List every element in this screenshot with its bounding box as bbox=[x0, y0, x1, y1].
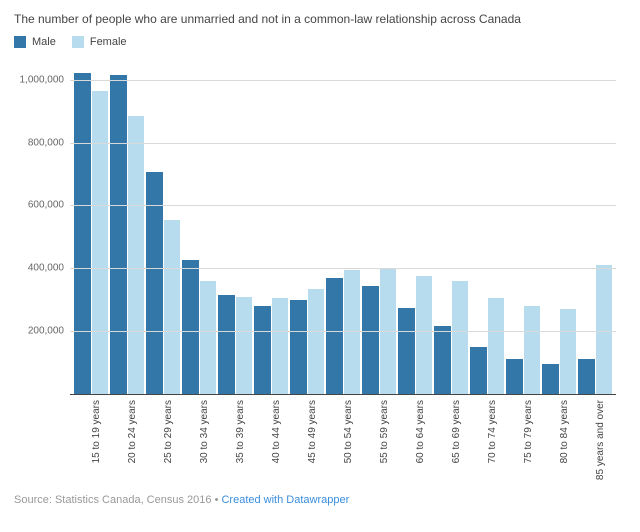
x-label-cell: 35 to 39 years bbox=[218, 400, 252, 490]
bar bbox=[470, 347, 486, 394]
bar bbox=[326, 278, 342, 394]
y-axis-label: 600,000 bbox=[14, 200, 64, 211]
legend-label-male: Male bbox=[32, 36, 56, 48]
swatch-male bbox=[14, 36, 26, 48]
bar-group bbox=[578, 64, 612, 394]
bar-group bbox=[470, 64, 504, 394]
gridline bbox=[70, 331, 616, 332]
x-axis-label: 55 to 59 years bbox=[379, 400, 390, 463]
bar bbox=[596, 265, 612, 394]
bar bbox=[164, 220, 180, 394]
datawrapper-link[interactable]: Created with Datawrapper bbox=[221, 494, 349, 506]
bar-group bbox=[218, 64, 252, 394]
gridline bbox=[70, 80, 616, 81]
x-axis-label: 70 to 74 years bbox=[487, 400, 498, 463]
x-axis-label: 65 to 69 years bbox=[451, 400, 462, 463]
bar bbox=[92, 91, 108, 394]
x-axis-label: 85 years and over bbox=[595, 400, 606, 480]
chart-title: The number of people who are unmarried a… bbox=[14, 12, 626, 26]
bar bbox=[272, 298, 288, 394]
bar bbox=[398, 308, 414, 394]
bar-group bbox=[146, 64, 180, 394]
x-axis-label: 15 to 19 years bbox=[91, 400, 102, 463]
bar bbox=[434, 326, 450, 394]
bar-group bbox=[326, 64, 360, 394]
bars-container bbox=[70, 64, 616, 394]
bar bbox=[488, 298, 504, 394]
bar bbox=[182, 260, 198, 394]
bar bbox=[362, 286, 378, 394]
legend-item-female: Female bbox=[72, 36, 127, 48]
gridline bbox=[70, 394, 616, 395]
x-label-cell: 60 to 64 years bbox=[398, 400, 432, 490]
x-axis-label: 35 to 39 years bbox=[235, 400, 246, 463]
x-label-cell: 65 to 69 years bbox=[434, 400, 468, 490]
bar bbox=[524, 306, 540, 394]
x-label-cell: 55 to 59 years bbox=[362, 400, 396, 490]
bar-group bbox=[434, 64, 468, 394]
y-axis-label: 800,000 bbox=[14, 137, 64, 148]
y-axis-label: 1,000,000 bbox=[14, 74, 64, 85]
bar-group bbox=[542, 64, 576, 394]
x-label-cell: 75 to 79 years bbox=[506, 400, 540, 490]
x-axis-label: 25 to 29 years bbox=[163, 400, 174, 463]
swatch-female bbox=[72, 36, 84, 48]
x-axis-label: 80 to 84 years bbox=[559, 400, 570, 463]
gridline bbox=[70, 268, 616, 269]
legend: Male Female bbox=[14, 36, 626, 48]
source-line: Source: Statistics Canada, Census 2016 •… bbox=[14, 494, 626, 506]
bar-group bbox=[110, 64, 144, 394]
bar bbox=[74, 73, 90, 394]
x-axis-label: 75 to 79 years bbox=[523, 400, 534, 463]
bar-group bbox=[254, 64, 288, 394]
chart-plot-area: 200,000400,000600,000800,0001,000,000 bbox=[70, 64, 616, 394]
bar-group bbox=[74, 64, 108, 394]
x-axis-label: 30 to 34 years bbox=[199, 400, 210, 463]
bar bbox=[110, 75, 126, 394]
bar-group bbox=[182, 64, 216, 394]
bar bbox=[452, 281, 468, 394]
legend-label-female: Female bbox=[90, 36, 127, 48]
x-axis-label: 20 to 24 years bbox=[127, 400, 138, 463]
x-axis-labels: 15 to 19 years 20 to 24 years 25 to 29 yea… bbox=[70, 400, 616, 490]
x-label-cell: 85 years and over bbox=[578, 400, 612, 490]
bar bbox=[128, 116, 144, 394]
x-axis-label: 50 to 54 years bbox=[343, 400, 354, 463]
source-text: Source: Statistics Canada, Census 2016 bbox=[14, 494, 212, 506]
bar-group bbox=[290, 64, 324, 394]
bar bbox=[200, 281, 216, 394]
x-label-cell: 70 to 74 years bbox=[470, 400, 504, 490]
x-axis-label: 60 to 64 years bbox=[415, 400, 426, 463]
bar bbox=[506, 359, 522, 394]
x-label-cell: 50 to 54 years bbox=[326, 400, 360, 490]
x-axis-label: 45 to 49 years bbox=[307, 400, 318, 463]
bar bbox=[416, 276, 432, 394]
legend-item-male: Male bbox=[14, 36, 56, 48]
bar-group bbox=[362, 64, 396, 394]
x-label-cell: 25 to 29 years bbox=[146, 400, 180, 490]
bar-group bbox=[506, 64, 540, 394]
bar bbox=[218, 295, 234, 394]
x-axis-label: 40 to 44 years bbox=[271, 400, 282, 463]
x-label-cell: 20 to 24 years bbox=[110, 400, 144, 490]
bar bbox=[542, 364, 558, 394]
bar bbox=[560, 309, 576, 394]
y-axis-label: 400,000 bbox=[14, 263, 64, 274]
x-label-cell: 15 to 19 years bbox=[74, 400, 108, 490]
bar bbox=[290, 300, 306, 394]
gridline bbox=[70, 205, 616, 206]
x-label-cell: 45 to 49 years bbox=[290, 400, 324, 490]
x-label-cell: 80 to 84 years bbox=[542, 400, 576, 490]
gridline bbox=[70, 143, 616, 144]
bar bbox=[308, 289, 324, 394]
bar bbox=[236, 297, 252, 394]
x-label-cell: 40 to 44 years bbox=[254, 400, 288, 490]
bar bbox=[254, 306, 270, 394]
x-label-cell: 30 to 34 years bbox=[182, 400, 216, 490]
source-sep: • bbox=[212, 494, 222, 506]
bar-group bbox=[398, 64, 432, 394]
bar bbox=[578, 359, 594, 394]
y-axis-label: 200,000 bbox=[14, 326, 64, 337]
